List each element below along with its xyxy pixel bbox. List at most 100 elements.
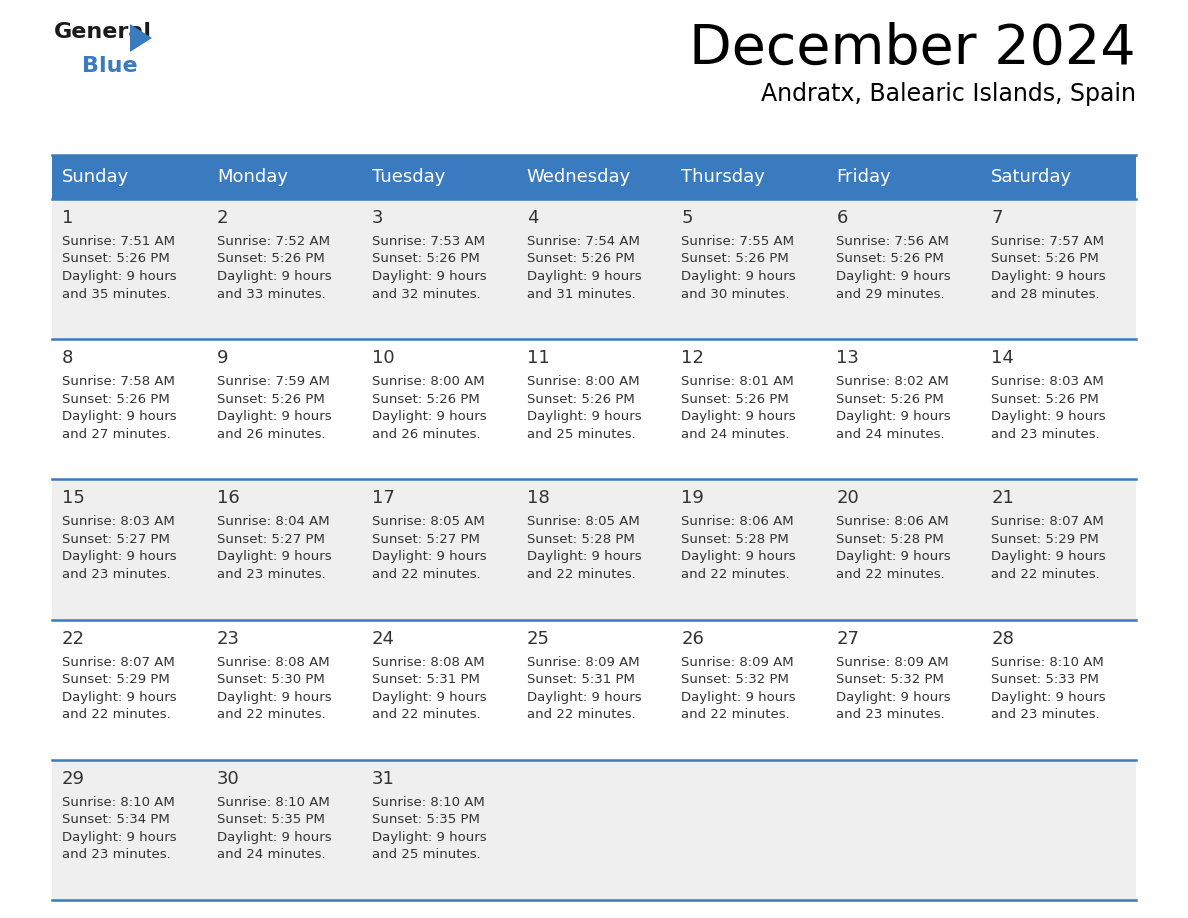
Text: Daylight: 9 hours: Daylight: 9 hours: [217, 831, 331, 844]
Text: Daylight: 9 hours: Daylight: 9 hours: [62, 270, 177, 283]
Text: Wednesday: Wednesday: [526, 168, 631, 186]
Text: 2: 2: [217, 209, 228, 227]
Text: Sunrise: 8:03 AM: Sunrise: 8:03 AM: [991, 375, 1104, 388]
Text: 13: 13: [836, 349, 859, 367]
Text: and 24 minutes.: and 24 minutes.: [836, 428, 944, 441]
Text: and 23 minutes.: and 23 minutes.: [62, 568, 171, 581]
Text: and 35 minutes.: and 35 minutes.: [62, 287, 171, 300]
Text: and 22 minutes.: and 22 minutes.: [526, 568, 636, 581]
Text: 11: 11: [526, 349, 549, 367]
Text: Saturday: Saturday: [991, 168, 1073, 186]
Text: Daylight: 9 hours: Daylight: 9 hours: [526, 410, 642, 423]
Text: Sunset: 5:31 PM: Sunset: 5:31 PM: [526, 673, 634, 686]
Text: Daylight: 9 hours: Daylight: 9 hours: [62, 410, 177, 423]
Text: Sunrise: 8:05 AM: Sunrise: 8:05 AM: [526, 515, 639, 529]
Text: and 22 minutes.: and 22 minutes.: [372, 568, 480, 581]
Text: Friday: Friday: [836, 168, 891, 186]
Text: and 22 minutes.: and 22 minutes.: [682, 568, 790, 581]
Text: 1: 1: [62, 209, 74, 227]
Text: 28: 28: [991, 630, 1015, 647]
Text: and 25 minutes.: and 25 minutes.: [526, 428, 636, 441]
Bar: [52, 479, 1136, 620]
Text: Sunrise: 7:51 AM: Sunrise: 7:51 AM: [62, 235, 175, 248]
Text: Daylight: 9 hours: Daylight: 9 hours: [62, 690, 177, 703]
Text: General: General: [53, 22, 152, 42]
Text: Sunset: 5:29 PM: Sunset: 5:29 PM: [62, 673, 170, 686]
Text: Sunset: 5:26 PM: Sunset: 5:26 PM: [836, 252, 944, 265]
Text: Sunset: 5:35 PM: Sunset: 5:35 PM: [372, 813, 480, 826]
Text: Monday: Monday: [217, 168, 287, 186]
Text: December 2024: December 2024: [689, 22, 1136, 76]
Text: Daylight: 9 hours: Daylight: 9 hours: [836, 690, 950, 703]
Text: Sunset: 5:26 PM: Sunset: 5:26 PM: [836, 393, 944, 406]
Text: 20: 20: [836, 489, 859, 508]
Text: and 32 minutes.: and 32 minutes.: [372, 287, 480, 300]
Text: 7: 7: [991, 209, 1003, 227]
Text: Sunrise: 8:06 AM: Sunrise: 8:06 AM: [836, 515, 949, 529]
Text: Daylight: 9 hours: Daylight: 9 hours: [217, 690, 331, 703]
Text: and 23 minutes.: and 23 minutes.: [217, 568, 326, 581]
Text: Sunrise: 7:57 AM: Sunrise: 7:57 AM: [991, 235, 1104, 248]
Text: 31: 31: [372, 770, 394, 788]
Text: 19: 19: [682, 489, 704, 508]
Text: Sunrise: 7:55 AM: Sunrise: 7:55 AM: [682, 235, 795, 248]
Text: Tuesday: Tuesday: [372, 168, 446, 186]
Polygon shape: [129, 24, 152, 52]
Bar: [52, 339, 1136, 479]
Text: Daylight: 9 hours: Daylight: 9 hours: [62, 551, 177, 564]
Text: Sunset: 5:27 PM: Sunset: 5:27 PM: [62, 533, 170, 546]
Text: and 31 minutes.: and 31 minutes.: [526, 287, 636, 300]
Text: Sunset: 5:27 PM: Sunset: 5:27 PM: [372, 533, 480, 546]
Text: Sunrise: 8:09 AM: Sunrise: 8:09 AM: [836, 655, 949, 668]
Text: and 23 minutes.: and 23 minutes.: [991, 708, 1100, 722]
Text: Sunset: 5:26 PM: Sunset: 5:26 PM: [682, 393, 789, 406]
Text: Sunset: 5:26 PM: Sunset: 5:26 PM: [372, 393, 480, 406]
Text: and 22 minutes.: and 22 minutes.: [526, 708, 636, 722]
Text: 3: 3: [372, 209, 384, 227]
Text: Sunset: 5:26 PM: Sunset: 5:26 PM: [217, 393, 324, 406]
Text: Sunrise: 8:01 AM: Sunrise: 8:01 AM: [682, 375, 795, 388]
Text: and 22 minutes.: and 22 minutes.: [62, 708, 171, 722]
Text: 25: 25: [526, 630, 550, 647]
Text: Daylight: 9 hours: Daylight: 9 hours: [991, 410, 1106, 423]
Text: Sunset: 5:32 PM: Sunset: 5:32 PM: [682, 673, 789, 686]
Text: and 22 minutes.: and 22 minutes.: [682, 708, 790, 722]
Text: Daylight: 9 hours: Daylight: 9 hours: [526, 270, 642, 283]
Text: and 23 minutes.: and 23 minutes.: [62, 848, 171, 861]
Text: Daylight: 9 hours: Daylight: 9 hours: [991, 270, 1106, 283]
Text: 15: 15: [62, 489, 84, 508]
Text: and 25 minutes.: and 25 minutes.: [372, 848, 480, 861]
Text: and 27 minutes.: and 27 minutes.: [62, 428, 171, 441]
Text: 29: 29: [62, 770, 86, 788]
Text: Sunrise: 8:02 AM: Sunrise: 8:02 AM: [836, 375, 949, 388]
Text: and 29 minutes.: and 29 minutes.: [836, 287, 944, 300]
Text: 18: 18: [526, 489, 549, 508]
Text: Sunrise: 8:07 AM: Sunrise: 8:07 AM: [991, 515, 1104, 529]
Text: Sunrise: 7:56 AM: Sunrise: 7:56 AM: [836, 235, 949, 248]
Text: 16: 16: [217, 489, 240, 508]
Text: and 26 minutes.: and 26 minutes.: [372, 428, 480, 441]
Text: Daylight: 9 hours: Daylight: 9 hours: [372, 690, 486, 703]
Text: Sunrise: 8:06 AM: Sunrise: 8:06 AM: [682, 515, 794, 529]
Text: and 22 minutes.: and 22 minutes.: [217, 708, 326, 722]
Text: Sunrise: 8:10 AM: Sunrise: 8:10 AM: [217, 796, 329, 809]
Text: Sunset: 5:26 PM: Sunset: 5:26 PM: [526, 393, 634, 406]
Text: 22: 22: [62, 630, 86, 647]
Text: and 26 minutes.: and 26 minutes.: [217, 428, 326, 441]
Text: Daylight: 9 hours: Daylight: 9 hours: [372, 410, 486, 423]
Text: Sunrise: 8:09 AM: Sunrise: 8:09 AM: [526, 655, 639, 668]
Text: 30: 30: [217, 770, 240, 788]
Text: Sunset: 5:28 PM: Sunset: 5:28 PM: [526, 533, 634, 546]
Text: Daylight: 9 hours: Daylight: 9 hours: [991, 551, 1106, 564]
Text: 4: 4: [526, 209, 538, 227]
Text: Daylight: 9 hours: Daylight: 9 hours: [526, 690, 642, 703]
Text: Daylight: 9 hours: Daylight: 9 hours: [526, 551, 642, 564]
Text: Sunset: 5:31 PM: Sunset: 5:31 PM: [372, 673, 480, 686]
Text: Sunrise: 8:08 AM: Sunrise: 8:08 AM: [217, 655, 329, 668]
Text: Sunrise: 7:59 AM: Sunrise: 7:59 AM: [217, 375, 330, 388]
Text: Sunrise: 7:53 AM: Sunrise: 7:53 AM: [372, 235, 485, 248]
Text: Daylight: 9 hours: Daylight: 9 hours: [217, 410, 331, 423]
Text: 17: 17: [372, 489, 394, 508]
Text: Sunset: 5:27 PM: Sunset: 5:27 PM: [217, 533, 324, 546]
Text: Sunset: 5:26 PM: Sunset: 5:26 PM: [526, 252, 634, 265]
